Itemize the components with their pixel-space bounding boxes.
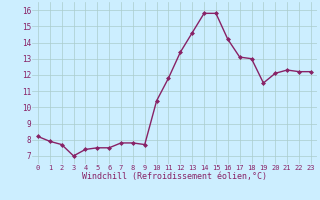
X-axis label: Windchill (Refroidissement éolien,°C): Windchill (Refroidissement éolien,°C) [82,172,267,181]
